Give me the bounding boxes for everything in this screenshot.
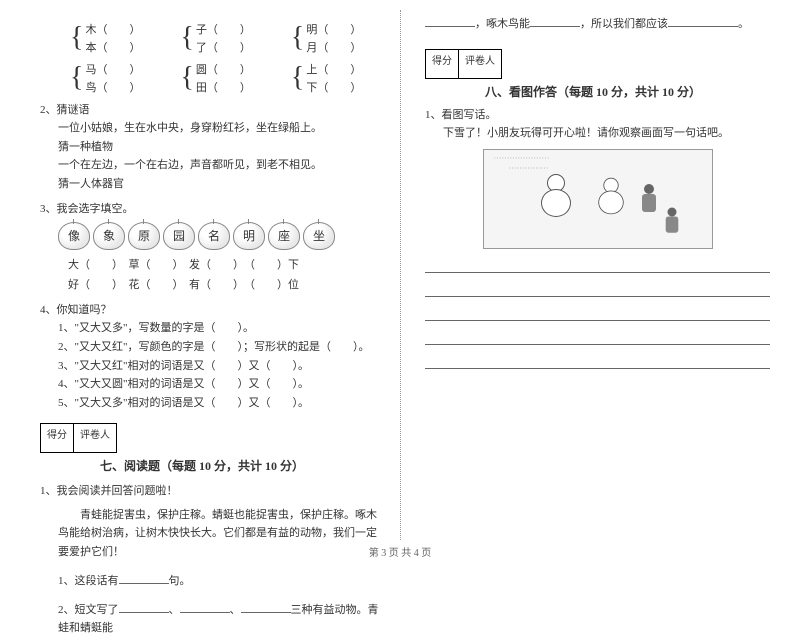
apple-char: 名 (198, 222, 230, 250)
bracket-option: 了（ ） (196, 39, 251, 55)
sub2-mid: 、 (169, 604, 180, 616)
section-8-title: 八、看图作答（每题 10 分，共计 10 分） (485, 83, 770, 100)
q2-title: 2、猜谜语 (40, 101, 380, 117)
apple-char: 明 (233, 222, 265, 250)
bracket-option: 上（ ） (306, 61, 361, 77)
brace-icon: { (70, 64, 83, 92)
right-top-b: ，所以我们都应该 (580, 18, 668, 30)
bracket-option: 圆（ ） (196, 61, 251, 77)
q4-line: 4、"又大又圆"相对的词语是又（ ）又（ ）。 (58, 375, 380, 394)
bracket-pair: { 木（ ） 本（ ） (70, 21, 140, 55)
apple-row: 像 象 原 园 名 明 座 坐 (58, 222, 380, 250)
bracket-option: 本（ ） (85, 39, 140, 55)
bracket-pair: { 马（ ） 鸟（ ） (70, 61, 140, 95)
sec8-q1b: 下雪了！小朋友玩得可开心啦！请你观察画面写一句话吧。 (443, 124, 770, 143)
bracket-row-2: { 马（ ） 鸟（ ） { 圆（ ） 田（ ） { 上（ ） 下（ ） (70, 61, 380, 95)
blank[interactable] (530, 26, 580, 27)
q4-line: 3、"又大又红"相对的词语是又（ ）又（ ）。 (58, 357, 380, 376)
blank[interactable] (425, 26, 475, 27)
writing-line[interactable] (425, 255, 770, 273)
q4-line: 2、"又大又红"，写颜色的字是（ ）；写形状的起是（ ）。 (58, 338, 380, 357)
q3-fill-row: 好（ ） 花（ ） 有（ ） （ ）位 (68, 276, 380, 296)
sub2-mid: 、 (230, 604, 241, 616)
q4-line: 1、"又大又多"，写数量的字是（ ）。 (58, 319, 380, 338)
q3-title: 3、我会选字填空。 (40, 200, 380, 216)
sec7-sub2: 2、短文写了、、三种有益动物。青蛙和蜻蜓能 (58, 601, 380, 638)
bracket-row-1: { 木（ ） 本（ ） { 子（ ） 了（ ） { 明（ ） 月（ ） (70, 21, 380, 55)
brace-icon: { (291, 24, 304, 52)
child-icon (639, 184, 659, 214)
right-top-line: ，啄木鸟能 ，所以我们都应该 。 (425, 15, 770, 31)
left-column: { 木（ ） 本（ ） { 子（ ） 了（ ） { 明（ ） 月（ ） { (0, 0, 400, 565)
bracket-pair: { 子（ ） 了（ ） (180, 21, 250, 55)
blank[interactable] (241, 612, 291, 613)
sub1-text-b: 句。 (169, 575, 191, 587)
apple-char: 像 (58, 222, 90, 250)
brace-icon: { (180, 64, 193, 92)
score-label: 得分 (425, 49, 459, 79)
apple-char: 园 (163, 222, 195, 250)
blank[interactable] (668, 26, 738, 27)
snowman-illustration: · · · · · · · · · · · · · · · · · · · · … (483, 149, 713, 249)
q4-title: 4、你知道吗？ (40, 301, 380, 317)
brace-icon: { (70, 24, 83, 52)
grader-label: 评卷人 (74, 423, 117, 453)
brace-icon: { (180, 24, 193, 52)
child-icon (663, 207, 681, 234)
score-box: 得分 评卷人 (40, 423, 380, 453)
q2-line: 一个在左边，一个在右边，声音都听见，到老不相见。 (58, 156, 380, 175)
bracket-pair: { 上（ ） 下（ ） (291, 61, 361, 95)
section-7-title: 七、阅读题（每题 10 分，共计 10 分） (100, 457, 380, 474)
apple-char: 坐 (303, 222, 335, 250)
right-column: ，啄木鸟能 ，所以我们都应该 。 得分 评卷人 八、看图作答（每题 10 分，共计 … (400, 0, 800, 565)
blank[interactable] (119, 583, 169, 584)
q3-fill-row: 大（ ） 草（ ） 发（ ） （ ）下 (68, 256, 380, 276)
bracket-option: 木（ ） (85, 21, 140, 37)
writing-line[interactable] (425, 279, 770, 297)
score-label: 得分 (40, 423, 74, 453)
q4-line: 5、"又大又多"相对的词语是又（ ）又（ ）。 (58, 394, 380, 413)
sec7-sub1: 1、这段话有 句。 (58, 572, 380, 591)
apple-char: 象 (93, 222, 125, 250)
writing-line[interactable] (425, 303, 770, 321)
blank[interactable] (180, 612, 230, 613)
grader-label: 评卷人 (459, 49, 502, 79)
bracket-pair: { 圆（ ） 田（ ） (180, 61, 250, 95)
apple-char: 原 (128, 222, 160, 250)
snow-dots: · · · · · · · · · · · · · · · (509, 164, 548, 173)
sec8-q1: 1、看图写话。 (425, 106, 770, 122)
q2-line: 猜一种植物 (58, 138, 380, 157)
q2-line: 一位小姑娘，生在水中央，身穿粉红衫，坐在绿船上。 (58, 119, 380, 138)
writing-line[interactable] (425, 327, 770, 345)
sec7-q1: 1、我会阅读并回答问题啦！ (40, 482, 380, 498)
writing-line[interactable] (425, 351, 770, 369)
score-box: 得分 评卷人 (425, 49, 770, 79)
snowman-icon (536, 174, 576, 224)
brace-icon: { (291, 64, 304, 92)
snowman-icon (594, 177, 628, 220)
bracket-option: 子（ ） (196, 21, 251, 37)
right-top-a: ，啄木鸟能 (475, 18, 530, 30)
bracket-option: 鸟（ ） (85, 79, 140, 95)
q2-line: 猜一人体器官 (58, 175, 380, 194)
blank[interactable] (119, 612, 169, 613)
bracket-pair: { 明（ ） 月（ ） (291, 21, 361, 55)
apple-char: 座 (268, 222, 300, 250)
right-top-c: 。 (738, 18, 749, 30)
bracket-option: 明（ ） (306, 21, 361, 37)
snow-dots: · · · · · · · · · · · · · · · · · · · · … (494, 154, 549, 163)
page-footer: 第 3 页 共 4 页 (0, 544, 800, 559)
sub1-text-a: 1、这段话有 (58, 575, 119, 587)
bracket-option: 下（ ） (306, 79, 361, 95)
sub2-text-a: 2、短文写了 (58, 604, 119, 616)
bracket-option: 月（ ） (306, 39, 361, 55)
bracket-option: 田（ ） (196, 79, 251, 95)
bracket-option: 马（ ） (85, 61, 140, 77)
